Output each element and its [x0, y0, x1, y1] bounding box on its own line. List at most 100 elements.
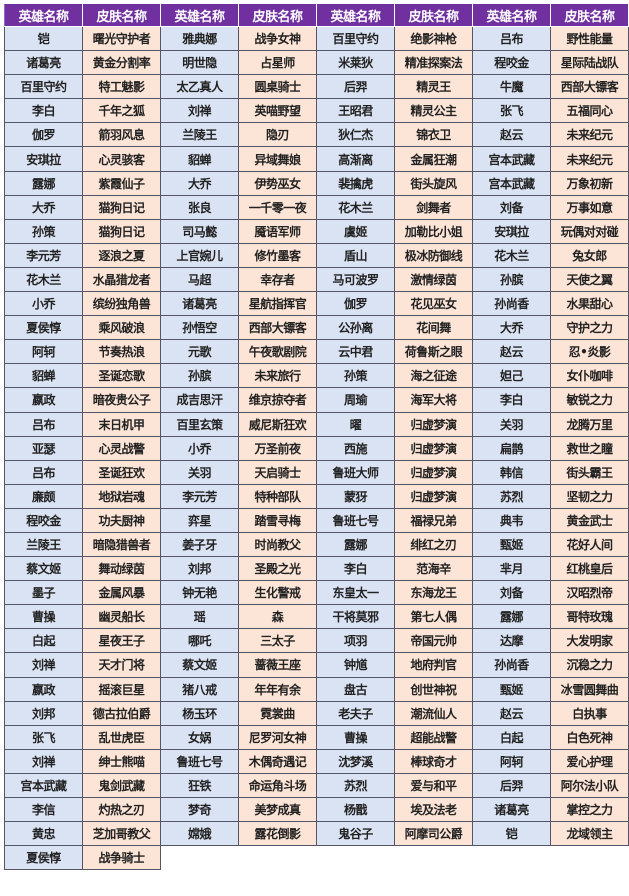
skin-name-cell: 坚韧之力 [550, 483, 629, 509]
hero-name-cell: 蒙犽 [316, 483, 395, 509]
hero-name-cell: 刘备 [472, 194, 551, 220]
hero-name-cell: 沈梦溪 [316, 748, 395, 774]
table-row: 墨子 金属风暴 钟无艳 生化警戒 东皇太一 东海龙王 刘备 汉昭烈帝 [4, 580, 629, 606]
skin-name-cell: 千年之狐 [82, 98, 161, 124]
hero-name-cell: 明世隐 [160, 50, 239, 76]
skin-name-cell: 德古拉伯爵 [82, 700, 161, 726]
header-hero-name: 英雄名称 [316, 3, 395, 27]
skin-name-cell: 爱心护理 [550, 748, 629, 774]
skin-name-cell: 爱与和平 [394, 772, 473, 799]
table-row: 吕布 圣诞狂欢 关羽 天启骑士 鲁班大师 归虚梦演 韩信 街头霸王 [4, 459, 629, 485]
hero-name-cell: 王昭君 [316, 98, 395, 124]
hero-name-cell: 后羿 [316, 74, 395, 100]
hero-name-cell: 貂蝉 [160, 146, 239, 172]
table-row: 吕布 末日机甲 百里玄策 威尼斯狂欢曜归虚梦演 关羽 龙腾万里 [4, 411, 629, 437]
hero-name-cell: 扁鹊 [472, 435, 551, 461]
hero-name-cell: 干将莫邪 [316, 604, 395, 630]
skin-name-cell: 极冰防御线 [394, 242, 473, 268]
hero-name-cell: 孙策 [316, 363, 395, 389]
skin-name-cell: 西部大镖客 [238, 315, 317, 341]
skin-name-cell: 尼罗河女神 [238, 724, 317, 750]
skin-name-cell: 阿摩司公爵 [394, 821, 473, 847]
skin-name-cell: 海军大将 [394, 387, 473, 413]
skin-name-cell: 年年有余 [238, 676, 317, 702]
skin-name-cell: 街头霸王 [550, 459, 629, 485]
hero-name-cell: 安琪拉 [472, 218, 551, 244]
table-row: 夏侯惇 乘风破浪 孙悟空 西部大镖客 公孙离 花间舞 大乔 守护之力 [4, 315, 629, 341]
skin-name-cell: 威尼斯狂欢 [238, 411, 317, 437]
table-row: 刘邦 德古拉伯爵 杨玉环 霓裳曲 老夫子 潮流仙人 赵云 白执事 [4, 700, 629, 726]
hero-name-cell: 公孙离 [316, 315, 395, 341]
hero-name-cell: 貂蝉 [4, 363, 83, 389]
skin-name-cell: 绝影神枪 [394, 25, 473, 52]
skin-name-cell: 玩偶对对碰 [550, 218, 629, 244]
skin-name-cell: 森 [238, 604, 317, 630]
skin-name-cell: 圣诞狂欢 [82, 459, 161, 485]
skin-name-cell: 金属狂潮 [394, 146, 473, 172]
skin-name-cell: 命运角斗场 [238, 772, 317, 799]
hero-skin-table: 英雄名称 皮肤名称 英雄名称 皮肤名称 英雄名称 皮肤名称 英雄名称 皮肤名称 … [4, 3, 629, 871]
skin-name-cell: 星际陆战队 [550, 50, 629, 76]
table-row: 宫本武藏 鬼剑武藏 狂铁 命运角斗场 苏烈 爱与和平 后羿 阿尔法小队 [4, 772, 629, 799]
hero-name-cell: 伽罗 [4, 122, 83, 148]
hero-name-cell: 女娲 [160, 724, 239, 750]
hero-name-cell: 老夫子 [316, 700, 395, 726]
hero-name-cell: 马超 [160, 266, 239, 293]
hero-name-cell: 东皇太一 [316, 580, 395, 606]
skin-name-cell: 末日机甲 [82, 411, 161, 437]
hero-name-cell: 李白 [4, 98, 83, 124]
hero-name-cell: 后羿 [472, 772, 551, 799]
skin-name-cell: 摇滚巨星 [82, 676, 161, 702]
table-row: 小乔 缤纷独角兽 诸葛亮 星航指挥官 伽罗 花见巫女 孙尚香 水果甜心 [4, 291, 629, 317]
skin-name-cell: 守护之力 [550, 315, 629, 341]
skin-name-cell: 野性能量 [550, 25, 629, 52]
skin-name-cell: 隐刃 [238, 122, 317, 148]
skin-name-cell: 生化警戒 [238, 580, 317, 606]
skin-name-cell: 精准探案法 [394, 50, 473, 76]
hero-name-cell: 孙膑 [160, 363, 239, 389]
empty-cell [316, 845, 395, 870]
hero-name-cell: 瑶 [160, 604, 239, 630]
skin-name-cell: 午夜歌剧院 [238, 339, 317, 365]
table-row: 刘禅 绅士熊喵 鲁班七号 木偶奇遇记 沈梦溪 棒球奇才 阿轲 爱心护理 [4, 748, 629, 774]
hero-name-cell: 伽罗 [316, 291, 395, 317]
hero-name-cell: 百里守约 [316, 25, 395, 52]
skin-name-cell: 五福同心 [550, 98, 629, 124]
skin-name-cell: 万圣前夜 [238, 435, 317, 461]
hero-name-cell: 司马懿 [160, 218, 239, 244]
header-hero-name: 英雄名称 [160, 3, 239, 27]
hero-name-cell: 刘禅 [4, 748, 83, 774]
hero-name-cell: 关羽 [160, 459, 239, 485]
skin-name-cell: 未来纪元 [550, 122, 629, 148]
hero-name-cell: 上官婉儿 [160, 242, 239, 268]
skin-name-cell: 心灵战警 [82, 435, 161, 461]
hero-name-cell: 露娜 [472, 604, 551, 630]
hero-name-cell: 韩信 [472, 459, 551, 485]
skin-name-cell: 女仆咖啡 [550, 363, 629, 389]
hero-name-cell: 钟馗 [316, 652, 395, 678]
skin-name-cell: 精灵王 [394, 74, 473, 100]
skin-name-cell: 掌控之力 [550, 796, 629, 823]
skin-name-cell: 红桃皇后 [550, 556, 629, 582]
hero-name-cell: 猪八戒 [160, 676, 239, 702]
table-body: 铠曙光守护者 雅典娜 战争女神 百里守约 绝影神枪 吕布 野性能量 诸葛亮 黄金分割率 明世隐 占星… [4, 25, 629, 871]
skin-name-cell: 未来纪元 [550, 146, 629, 172]
hero-name-cell: 杨玉环 [160, 700, 239, 726]
table-row: 廉颇 地狱岩魂 李元芳 特种部队 蒙犽 归虚梦演 苏烈 坚韧之力 [4, 483, 629, 509]
skin-name-cell: 绅士熊喵 [82, 748, 161, 774]
skin-name-cell: 战争女神 [238, 25, 317, 52]
header-skin-name: 皮肤名称 [550, 3, 629, 27]
hero-name-cell: 李白 [472, 387, 551, 413]
table-row: 花木兰 水晶猎龙者 马超 幸存者 马可波罗 激情绿茵 孙膑 天使之翼 [4, 266, 629, 293]
skin-name-cell: 白执事 [550, 700, 629, 726]
skin-name-cell: 兔女郎 [550, 242, 629, 268]
hero-name-cell: 诸葛亮 [160, 291, 239, 317]
empty-cell [394, 845, 473, 870]
hero-name-cell: 弈星 [160, 507, 239, 533]
skin-name-cell: 圣诞恋歌 [82, 363, 161, 389]
skin-name-cell: 幸存者 [238, 266, 317, 293]
skin-name-cell: 范海辛 [394, 556, 473, 582]
header-skin-name: 皮肤名称 [394, 3, 473, 27]
table-row: 百里守约 特工魅影 太乙真人 圆桌骑士 后羿 精灵王 牛魔 西部大镖客 [4, 74, 629, 100]
table-row: 阿轲 节奏热浪 元歌 午夜歌剧院 云中君 荷鲁斯之眼 赵云 忍•炎影 [4, 339, 629, 365]
